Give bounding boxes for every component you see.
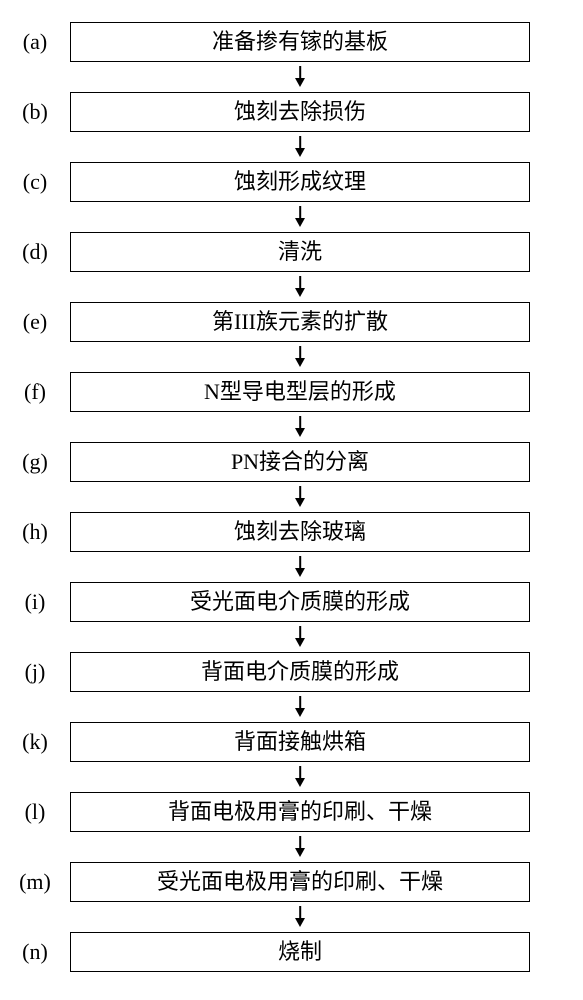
step-row: (i)受光面电介质膜的形成	[0, 578, 583, 626]
step-row: (k)背面接触烘箱	[0, 718, 583, 766]
step-row: (e)第III族元素的扩散	[0, 298, 583, 346]
step-box: 蚀刻去除损伤	[70, 92, 530, 132]
step-box: 清洗	[70, 232, 530, 272]
step-row: (n)烧制	[0, 928, 583, 976]
step-label: (n)	[0, 939, 70, 965]
down-arrow-icon	[70, 556, 530, 578]
step-label: (j)	[0, 659, 70, 685]
step-box: N型导电型层的形成	[70, 372, 530, 412]
step-box: 蚀刻形成纹理	[70, 162, 530, 202]
step-row: (g)PN接合的分离	[0, 438, 583, 486]
arrow-row	[0, 696, 583, 718]
step-row: (h)蚀刻去除玻璃	[0, 508, 583, 556]
arrow-row	[0, 136, 583, 158]
down-arrow-icon	[70, 696, 530, 718]
step-box: 背面电极用膏的印刷、干燥	[70, 792, 530, 832]
step-label: (h)	[0, 519, 70, 545]
step-box: 受光面电介质膜的形成	[70, 582, 530, 622]
down-arrow-icon	[70, 346, 530, 368]
arrow-row	[0, 556, 583, 578]
step-label: (e)	[0, 309, 70, 335]
down-arrow-icon	[70, 206, 530, 228]
step-box: 受光面电极用膏的印刷、干燥	[70, 862, 530, 902]
down-arrow-icon	[70, 276, 530, 298]
step-label: (f)	[0, 379, 70, 405]
arrow-row	[0, 486, 583, 508]
step-row: (a)准备掺有镓的基板	[0, 18, 583, 66]
arrow-row	[0, 276, 583, 298]
step-row: (d)清洗	[0, 228, 583, 276]
down-arrow-icon	[70, 136, 530, 158]
step-box: 第III族元素的扩散	[70, 302, 530, 342]
arrow-row	[0, 206, 583, 228]
step-row: (l)背面电极用膏的印刷、干燥	[0, 788, 583, 836]
down-arrow-icon	[70, 626, 530, 648]
down-arrow-icon	[70, 416, 530, 438]
step-label: (i)	[0, 589, 70, 615]
arrow-row	[0, 416, 583, 438]
step-row: (j)背面电介质膜的形成	[0, 648, 583, 696]
step-box: 烧制	[70, 932, 530, 972]
down-arrow-icon	[70, 766, 530, 788]
step-box: 准备掺有镓的基板	[70, 22, 530, 62]
step-label: (k)	[0, 729, 70, 755]
arrow-row	[0, 906, 583, 928]
down-arrow-icon	[70, 66, 530, 88]
down-arrow-icon	[70, 906, 530, 928]
step-row: (f)N型导电型层的形成	[0, 368, 583, 416]
arrow-row	[0, 66, 583, 88]
step-box: 蚀刻去除玻璃	[70, 512, 530, 552]
step-label: (m)	[0, 869, 70, 895]
step-box: PN接合的分离	[70, 442, 530, 482]
step-label: (l)	[0, 799, 70, 825]
step-row: (b)蚀刻去除损伤	[0, 88, 583, 136]
step-row: (m)受光面电极用膏的印刷、干燥	[0, 858, 583, 906]
step-label: (c)	[0, 169, 70, 195]
step-label: (a)	[0, 29, 70, 55]
down-arrow-icon	[70, 486, 530, 508]
arrow-row	[0, 766, 583, 788]
step-label: (d)	[0, 239, 70, 265]
step-label: (g)	[0, 449, 70, 475]
step-row: (c)蚀刻形成纹理	[0, 158, 583, 206]
step-box: 背面电介质膜的形成	[70, 652, 530, 692]
arrow-row	[0, 836, 583, 858]
down-arrow-icon	[70, 836, 530, 858]
step-label: (b)	[0, 99, 70, 125]
step-box: 背面接触烘箱	[70, 722, 530, 762]
arrow-row	[0, 346, 583, 368]
arrow-row	[0, 626, 583, 648]
process-flowchart: (a)准备掺有镓的基板 (b)蚀刻去除损伤 (c)蚀刻形成纹理 (d)清洗 (e)第II…	[0, 0, 583, 1000]
